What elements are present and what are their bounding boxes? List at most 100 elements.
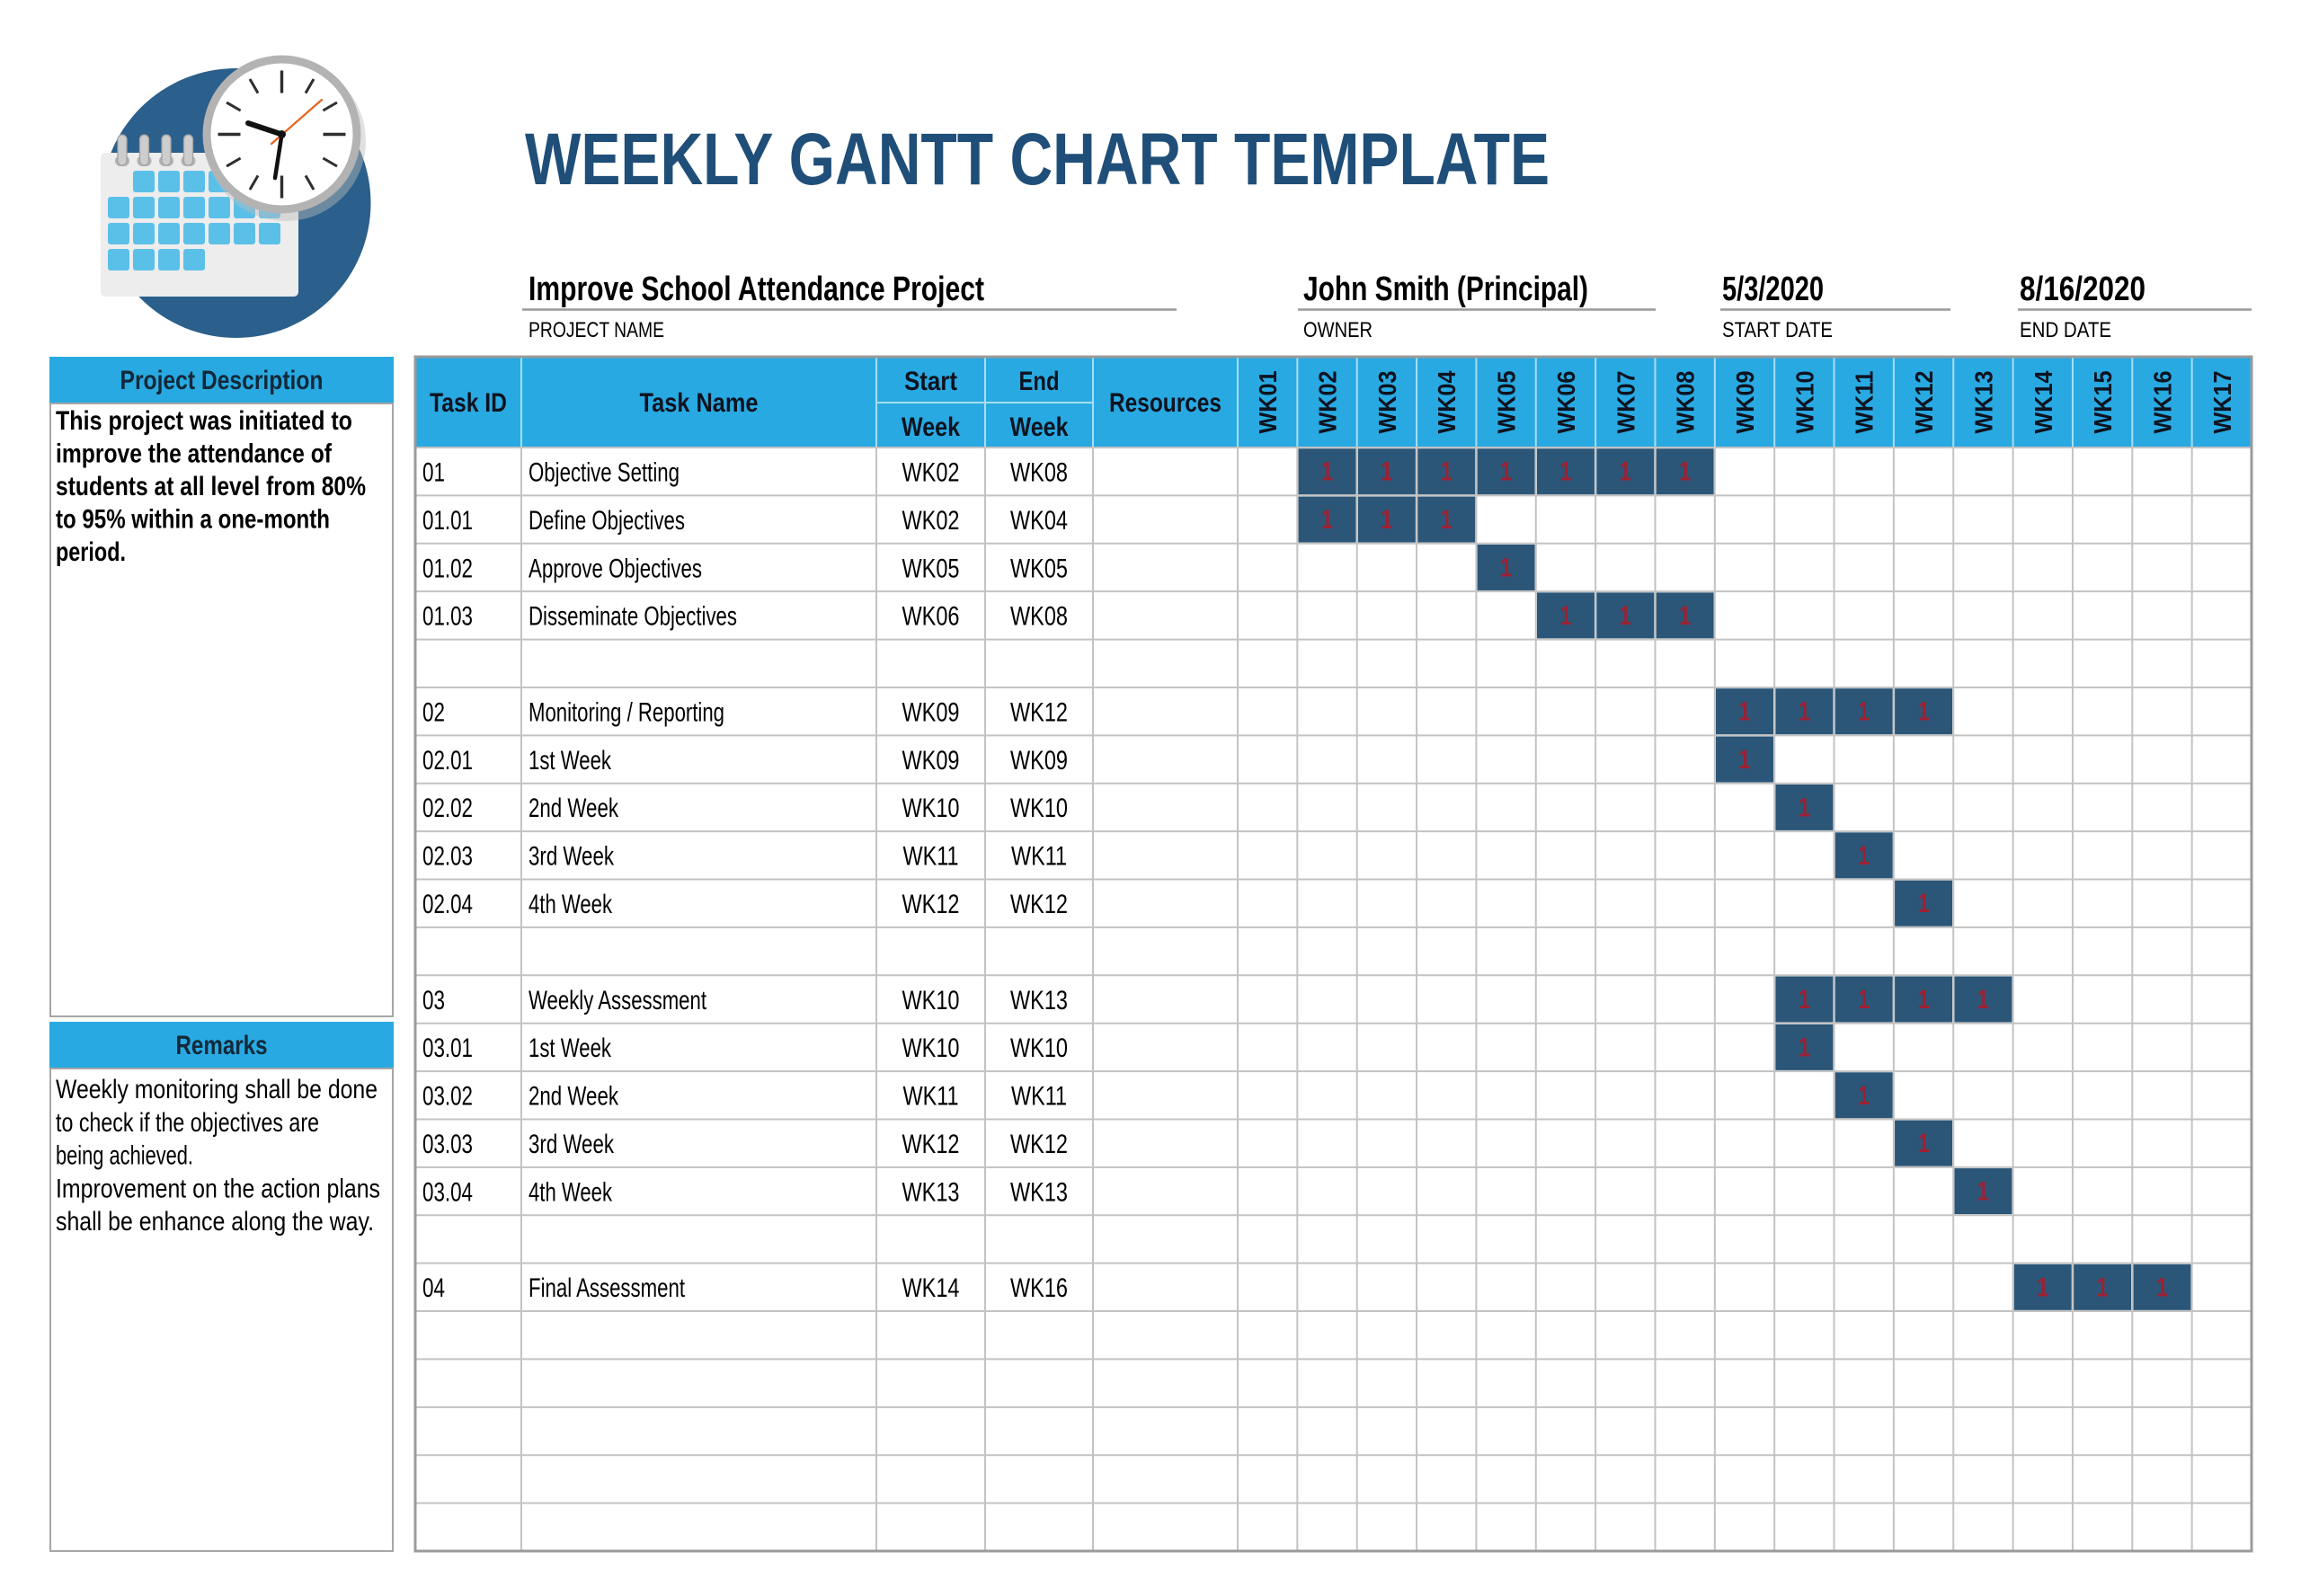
svg-text:1st Week: 1st Week <box>529 1033 612 1063</box>
svg-text:Task ID: Task ID <box>430 388 507 418</box>
svg-text:WK10: WK10 <box>1790 370 1818 433</box>
svg-text:WK12: WK12 <box>1010 890 1068 919</box>
svg-text:Define Objectives: Define Objectives <box>529 506 685 536</box>
svg-text:Remarks: Remarks <box>176 1031 268 1060</box>
svg-text:WK16: WK16 <box>1010 1273 1068 1303</box>
svg-text:WK15: WK15 <box>2089 371 2117 434</box>
svg-text:1: 1 <box>1858 1081 1870 1111</box>
svg-text:WK12: WK12 <box>902 1130 960 1159</box>
svg-text:2nd Week: 2nd Week <box>529 794 619 823</box>
svg-text:Project Description: Project Description <box>120 366 324 395</box>
svg-text:WK04: WK04 <box>1010 506 1068 536</box>
svg-text:End: End <box>1019 367 1060 396</box>
svg-text:3rd Week: 3rd Week <box>529 842 615 872</box>
svg-text:02.02: 02.02 <box>422 794 473 823</box>
svg-text:1: 1 <box>1321 505 1333 535</box>
svg-text:WK08: WK08 <box>1010 458 1068 488</box>
svg-text:START DATE: START DATE <box>1722 318 1833 342</box>
svg-text:Approve Objectives: Approve Objectives <box>529 554 702 583</box>
svg-text:Monitoring / Reporting: Monitoring / Reporting <box>529 698 724 728</box>
svg-text:This project was initiated to: This project was initiated to <box>56 406 352 436</box>
svg-text:01: 01 <box>422 458 445 488</box>
svg-text:1: 1 <box>1799 793 1810 822</box>
svg-text:WK02: WK02 <box>902 506 960 536</box>
svg-text:1: 1 <box>1559 601 1571 631</box>
svg-text:WK14: WK14 <box>902 1273 960 1303</box>
svg-text:1: 1 <box>1858 697 1870 727</box>
svg-text:1: 1 <box>1679 457 1691 487</box>
svg-text:8/16/2020: 8/16/2020 <box>2020 270 2146 308</box>
svg-text:period.: period. <box>56 537 126 567</box>
svg-text:WK03: WK03 <box>1373 370 1401 433</box>
svg-text:WK11: WK11 <box>903 842 959 872</box>
svg-text:WK10: WK10 <box>902 794 960 823</box>
svg-text:4th Week: 4th Week <box>529 890 613 919</box>
svg-text:02.04: 02.04 <box>422 890 473 919</box>
svg-text:being achieved.: being achieved. <box>56 1141 193 1171</box>
svg-text:WK09: WK09 <box>902 698 960 728</box>
svg-text:WK08: WK08 <box>1010 602 1068 632</box>
svg-text:02: 02 <box>422 698 445 728</box>
svg-text:Task Name: Task Name <box>640 388 759 418</box>
svg-text:WK08: WK08 <box>1672 371 1700 434</box>
svg-text:WK09: WK09 <box>902 746 960 776</box>
svg-text:Resources: Resources <box>1109 388 1222 418</box>
svg-text:WK13: WK13 <box>1010 986 1068 1015</box>
svg-text:1: 1 <box>1858 841 1870 871</box>
svg-text:John Smith (Principal): John Smith (Principal) <box>1303 270 1588 308</box>
svg-text:WK01: WK01 <box>1254 370 1282 433</box>
svg-text:1: 1 <box>1620 601 1631 631</box>
svg-text:03.01: 03.01 <box>422 1033 473 1063</box>
svg-text:WK10: WK10 <box>1010 1033 1068 1063</box>
svg-text:03: 03 <box>422 986 445 1015</box>
svg-text:OWNER: OWNER <box>1303 318 1373 342</box>
svg-text:WK05: WK05 <box>1493 370 1521 433</box>
svg-text:to 95% within a one-month: to 95% within a one-month <box>56 505 330 535</box>
svg-text:Weekly Assessment: Weekly Assessment <box>529 986 706 1015</box>
svg-text:WK09: WK09 <box>1731 371 1759 434</box>
svg-text:01.02: 01.02 <box>422 554 473 583</box>
svg-text:Improvement on the action plan: Improvement on the action plans <box>56 1174 380 1203</box>
svg-text:1: 1 <box>1441 505 1453 535</box>
svg-text:5/3/2020: 5/3/2020 <box>1722 270 1824 308</box>
svg-text:Objective Setting: Objective Setting <box>529 458 680 488</box>
svg-text:WK04: WK04 <box>1433 370 1461 433</box>
svg-text:WK11: WK11 <box>1851 371 1879 434</box>
svg-text:03.04: 03.04 <box>422 1177 473 1207</box>
svg-text:1: 1 <box>1977 1177 1989 1207</box>
svg-text:03.02: 03.02 <box>422 1082 473 1112</box>
svg-text:Start: Start <box>904 367 957 396</box>
svg-text:WK13: WK13 <box>1969 371 1997 434</box>
svg-text:WK07: WK07 <box>1612 370 1639 433</box>
svg-text:END DATE: END DATE <box>2020 318 2111 342</box>
svg-text:1: 1 <box>1858 985 1870 1015</box>
svg-text:1: 1 <box>1441 457 1453 487</box>
svg-text:WK06: WK06 <box>1552 371 1580 434</box>
svg-text:1: 1 <box>1977 985 1989 1015</box>
svg-text:1: 1 <box>1739 745 1751 775</box>
svg-text:WK11: WK11 <box>1011 842 1067 872</box>
svg-text:01.03: 01.03 <box>422 602 473 632</box>
svg-text:Improve School Attendance Proj: Improve School Attendance Project <box>529 270 984 308</box>
svg-text:WK16: WK16 <box>2148 370 2176 433</box>
svg-text:WK12: WK12 <box>902 890 960 919</box>
svg-text:WK05: WK05 <box>902 554 960 583</box>
svg-text:1: 1 <box>1381 457 1392 487</box>
svg-text:1: 1 <box>1799 1033 1810 1062</box>
svg-text:students at all level from 80%: students at all level from 80% <box>56 472 366 501</box>
svg-text:1: 1 <box>1500 554 1512 583</box>
svg-text:1: 1 <box>2156 1272 2168 1302</box>
svg-text:Week: Week <box>1010 412 1069 442</box>
svg-text:1: 1 <box>1918 1129 1930 1158</box>
svg-text:WK11: WK11 <box>1011 1082 1067 1112</box>
svg-text:Weekly monitoring shall be don: Weekly monitoring shall be done <box>56 1075 378 1104</box>
svg-text:Final Assessment: Final Assessment <box>529 1273 685 1303</box>
svg-text:WK17: WK17 <box>2208 371 2236 434</box>
svg-text:1: 1 <box>1559 457 1571 487</box>
svg-text:2nd Week: 2nd Week <box>529 1082 619 1112</box>
svg-text:WK11: WK11 <box>903 1082 959 1112</box>
svg-text:1st Week: 1st Week <box>529 746 612 776</box>
svg-text:WK14: WK14 <box>2030 370 2057 433</box>
svg-text:WK06: WK06 <box>902 602 960 632</box>
svg-text:WK12: WK12 <box>1010 1130 1068 1159</box>
